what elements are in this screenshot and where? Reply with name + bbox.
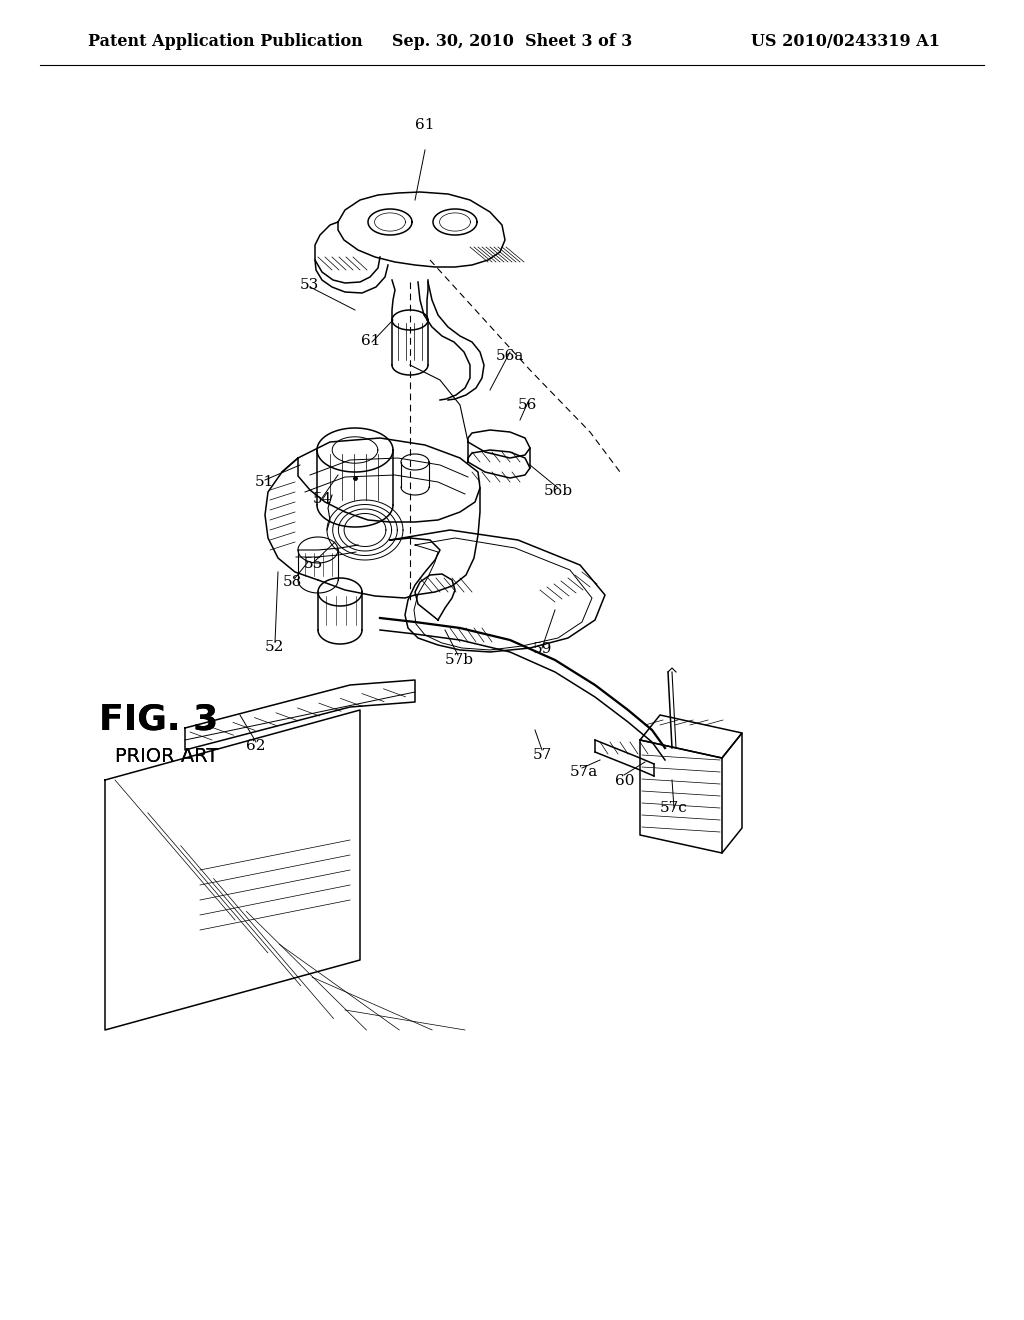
- Text: 57a: 57a: [569, 766, 598, 779]
- Text: 60: 60: [614, 775, 635, 788]
- Text: 57: 57: [534, 748, 552, 762]
- Text: PRIOR ART: PRIOR ART: [116, 747, 218, 766]
- Text: 57c: 57c: [659, 801, 688, 814]
- Text: US 2010/0243319 A1: US 2010/0243319 A1: [751, 33, 940, 50]
- Text: 55: 55: [304, 557, 323, 570]
- Text: 57b: 57b: [444, 653, 473, 667]
- Text: 51: 51: [255, 475, 273, 488]
- Text: 56a: 56a: [496, 350, 524, 363]
- Text: PRIOR ART: PRIOR ART: [116, 747, 218, 766]
- Text: 61: 61: [360, 334, 381, 347]
- Text: Patent Application Publication: Patent Application Publication: [88, 33, 362, 50]
- Text: 61: 61: [415, 119, 435, 132]
- Text: 53: 53: [300, 279, 318, 292]
- Text: 52: 52: [265, 640, 284, 653]
- Text: 56b: 56b: [544, 484, 572, 498]
- Text: 62: 62: [246, 739, 266, 752]
- Text: 54: 54: [313, 492, 332, 506]
- Text: FIG. 3: FIG. 3: [99, 702, 218, 737]
- Text: 58: 58: [284, 576, 302, 589]
- Text: FIG. 3: FIG. 3: [99, 702, 218, 737]
- Text: 56: 56: [518, 399, 537, 412]
- Text: Sep. 30, 2010  Sheet 3 of 3: Sep. 30, 2010 Sheet 3 of 3: [392, 33, 632, 50]
- Text: 59: 59: [534, 643, 552, 656]
